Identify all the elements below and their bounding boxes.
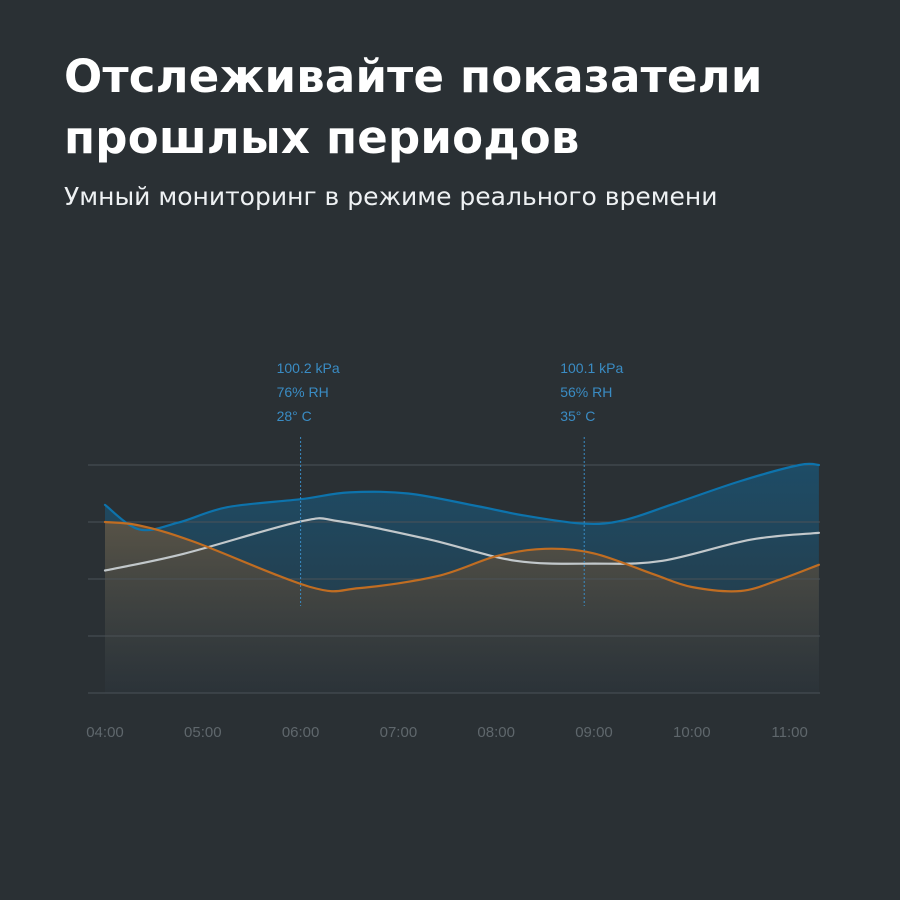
- series-line-orange: [103, 520, 820, 593]
- annotation-label: 56% RH: [560, 384, 612, 400]
- x-tick-label: 07:00: [380, 724, 418, 741]
- x-tick-label: 09:00: [575, 724, 613, 741]
- x-tick-label: 05:00: [184, 724, 222, 741]
- x-tick-label: 04:00: [86, 724, 124, 741]
- annotation-label: 28° C: [277, 408, 312, 424]
- series-area-orange: [105, 522, 819, 693]
- annotation-label: 35° C: [560, 408, 595, 424]
- page-title: Отслеживайте показатели прошлых периодов: [64, 50, 763, 164]
- series-line-white: [103, 517, 820, 572]
- x-tick-label: 10:00: [673, 724, 711, 741]
- x-tick-label: 08:00: [477, 724, 515, 741]
- x-tick-label: 06:00: [282, 724, 320, 741]
- annotation-label: 100.1 kPa: [560, 360, 623, 376]
- x-tick-label: 11:00: [771, 724, 807, 741]
- annotation-label: 100.2 kPa: [277, 360, 340, 376]
- series-line-blue: [103, 462, 820, 532]
- page-subtitle: Умный мониторинг в режиме реального врем…: [64, 182, 718, 211]
- annotation-label: 76% RH: [277, 384, 329, 400]
